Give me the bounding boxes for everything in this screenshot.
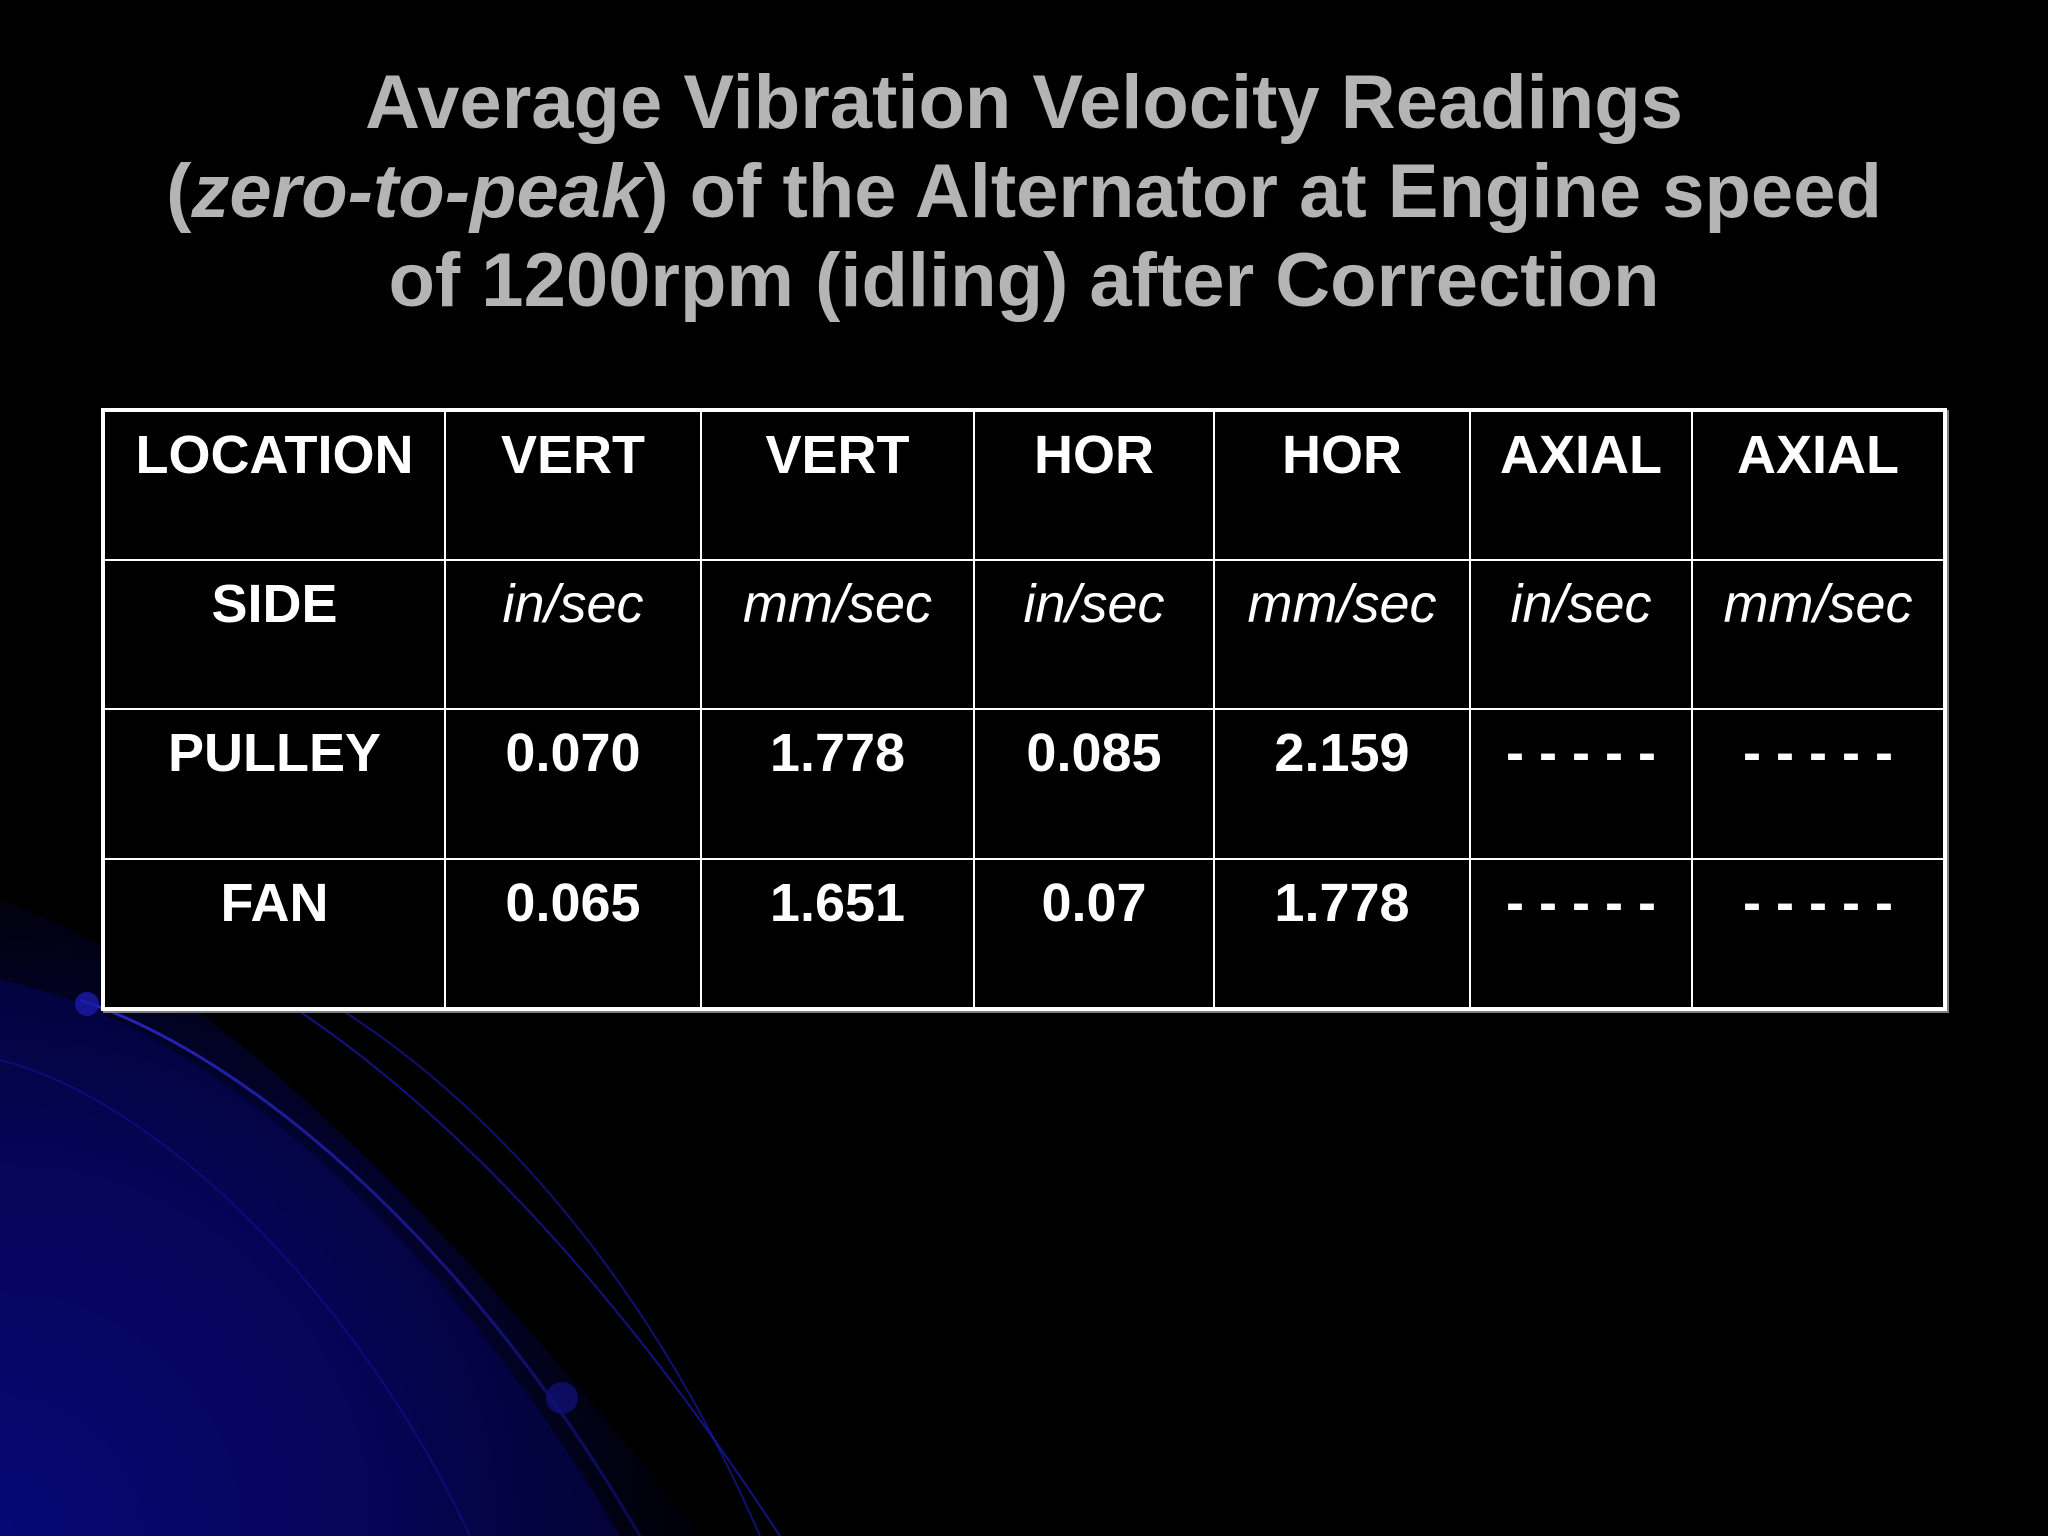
units-cell: SIDE: [105, 558, 446, 711]
table-row: FAN 0.065 1.651 0.07 1.778 - - - - - - -…: [105, 858, 1943, 1007]
header-cell: VERT: [700, 412, 975, 561]
table-cell: - - - - -: [1691, 858, 1943, 1007]
readings-table-frame: LOCATION VERT VERT HOR HOR AXIAL AXIAL S…: [101, 408, 1947, 1011]
table-cell: - - - - -: [1469, 708, 1693, 861]
table-cell: 0.070: [444, 708, 702, 861]
header-cell: VERT: [444, 412, 702, 561]
title-paren-open: (: [166, 149, 192, 234]
table-cell: - - - - -: [1469, 858, 1693, 1007]
table-cell: 1.651: [700, 858, 975, 1007]
title-line-3: of 1200rpm (idling) after Correction: [388, 238, 1660, 323]
units-cell: mm/sec: [1691, 558, 1943, 711]
header-cell: HOR: [973, 412, 1215, 561]
units-cell: in/sec: [1469, 558, 1693, 711]
table-header-row: LOCATION VERT VERT HOR HOR AXIAL AXIAL: [105, 412, 1943, 561]
header-cell: HOR: [1213, 412, 1471, 561]
units-cell: in/sec: [444, 558, 702, 711]
table-cell: 0.07: [973, 858, 1215, 1007]
title-line-1: Average Vibration Velocity Readings: [365, 60, 1683, 145]
table-cell: 1.778: [700, 708, 975, 861]
readings-table: LOCATION VERT VERT HOR HOR AXIAL AXIAL S…: [105, 412, 1943, 1007]
table-cell: 2.159: [1213, 708, 1471, 861]
table-cell: 0.085: [973, 708, 1215, 861]
slide-title: Average Vibration Velocity Readings (zer…: [100, 58, 1948, 325]
title-line-2-rest: ) of the Alternator at Engine speed: [643, 149, 1882, 234]
units-cell: in/sec: [973, 558, 1215, 711]
units-cell: mm/sec: [700, 558, 975, 711]
table-cell: 1.778: [1213, 858, 1471, 1007]
table-cell: - - - - -: [1691, 708, 1943, 861]
table-units-row: SIDE in/sec mm/sec in/sec mm/sec in/sec …: [105, 558, 1943, 711]
header-cell: AXIAL: [1691, 412, 1943, 561]
row-label-cell: FAN: [105, 858, 446, 1007]
title-italic-term: zero-to-peak: [191, 149, 644, 234]
table-cell: 0.065: [444, 858, 702, 1007]
row-label-cell: PULLEY: [105, 708, 446, 861]
header-cell: LOCATION: [105, 412, 446, 561]
units-cell: mm/sec: [1213, 558, 1471, 711]
title-line-2: (zero-to-peak) of the Alternator at Engi…: [100, 147, 1948, 236]
table-row: PULLEY 0.070 1.778 0.085 2.159 - - - - -…: [105, 708, 1943, 861]
header-cell: AXIAL: [1469, 412, 1693, 561]
